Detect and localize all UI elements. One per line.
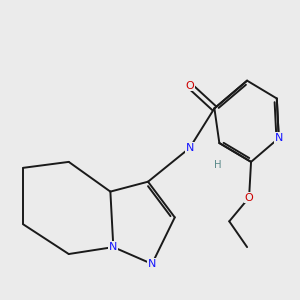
Text: H: H [214, 160, 221, 170]
Text: O: O [185, 81, 194, 91]
Text: N: N [274, 133, 283, 143]
Text: N: N [185, 143, 194, 153]
Text: N: N [148, 259, 156, 269]
Text: O: O [245, 193, 254, 202]
Text: N: N [109, 242, 118, 252]
